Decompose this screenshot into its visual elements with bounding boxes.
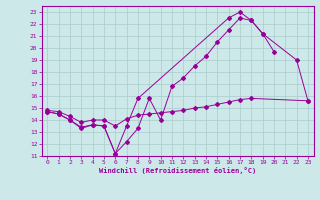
X-axis label: Windchill (Refroidissement éolien,°C): Windchill (Refroidissement éolien,°C) [99, 167, 256, 174]
